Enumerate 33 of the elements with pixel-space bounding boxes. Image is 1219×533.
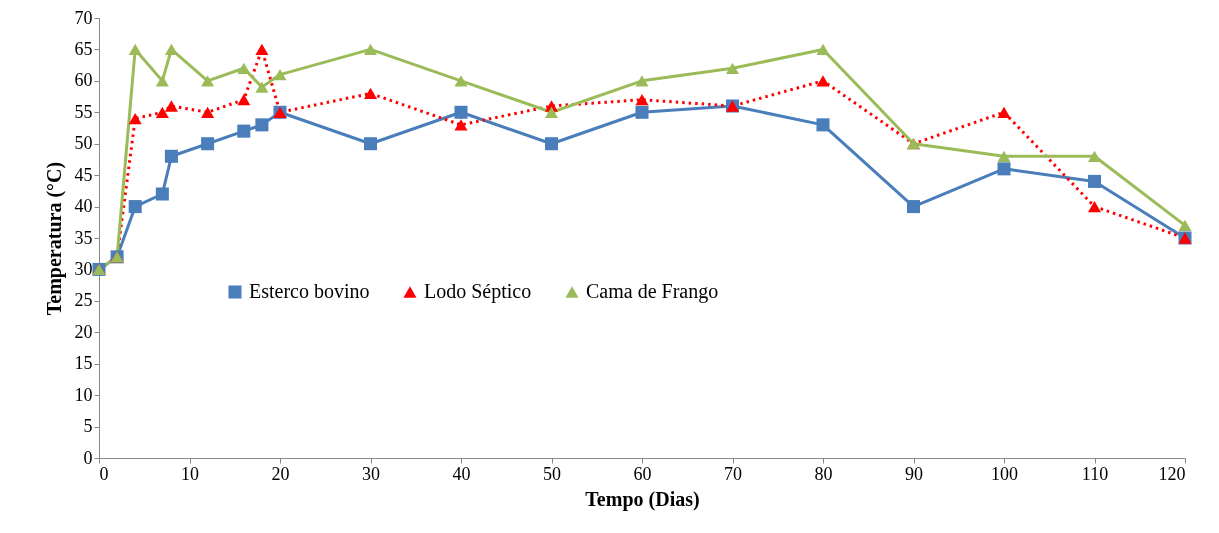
y-axis-title: Temperatura (°C)	[42, 161, 66, 316]
y-tick-label: 60	[74, 70, 93, 91]
legend-label: Esterco bovino	[248, 280, 370, 302]
y-tick-label: 35	[74, 227, 93, 248]
y-tick-label: 30	[74, 258, 93, 279]
x-tick-label: 110	[1081, 463, 1109, 484]
x-tick-label: 60	[633, 463, 652, 484]
x-tick-label: 50	[543, 463, 561, 484]
x-tick-label: 0	[99, 463, 109, 484]
x-tick-label: 20	[271, 463, 290, 484]
x-tick-label: 40	[452, 463, 471, 484]
x-tick-label: 30	[362, 463, 380, 484]
y-tick-label: 45	[74, 164, 93, 185]
y-tick-label: 55	[74, 101, 93, 122]
y-tick-label: 40	[74, 196, 93, 217]
x-axis-title: Tempo (Dias)	[585, 487, 700, 511]
x-tick-label: 80	[814, 463, 833, 484]
y-tick-label: 70	[74, 7, 93, 28]
x-tick-label: 90	[905, 463, 923, 484]
x-tick-label: 100	[991, 463, 1018, 484]
y-tick-label: 10	[74, 384, 93, 405]
x-tick-label: 70	[724, 463, 742, 484]
y-tick-label: 15	[74, 353, 93, 374]
x-tick-label: 120	[1158, 463, 1186, 484]
legend-label: Cama de Frango	[585, 280, 719, 303]
y-tick-label: 25	[74, 290, 93, 311]
y-tick-label: 50	[74, 133, 93, 154]
legend-label: Lodo Séptico	[423, 280, 532, 303]
x-tick-label: 10	[181, 463, 199, 484]
y-tick-label: 0	[83, 447, 93, 468]
y-tick-label: 65	[74, 38, 93, 59]
y-tick-label: 5	[83, 416, 93, 437]
y-tick-label: 20	[74, 321, 93, 342]
